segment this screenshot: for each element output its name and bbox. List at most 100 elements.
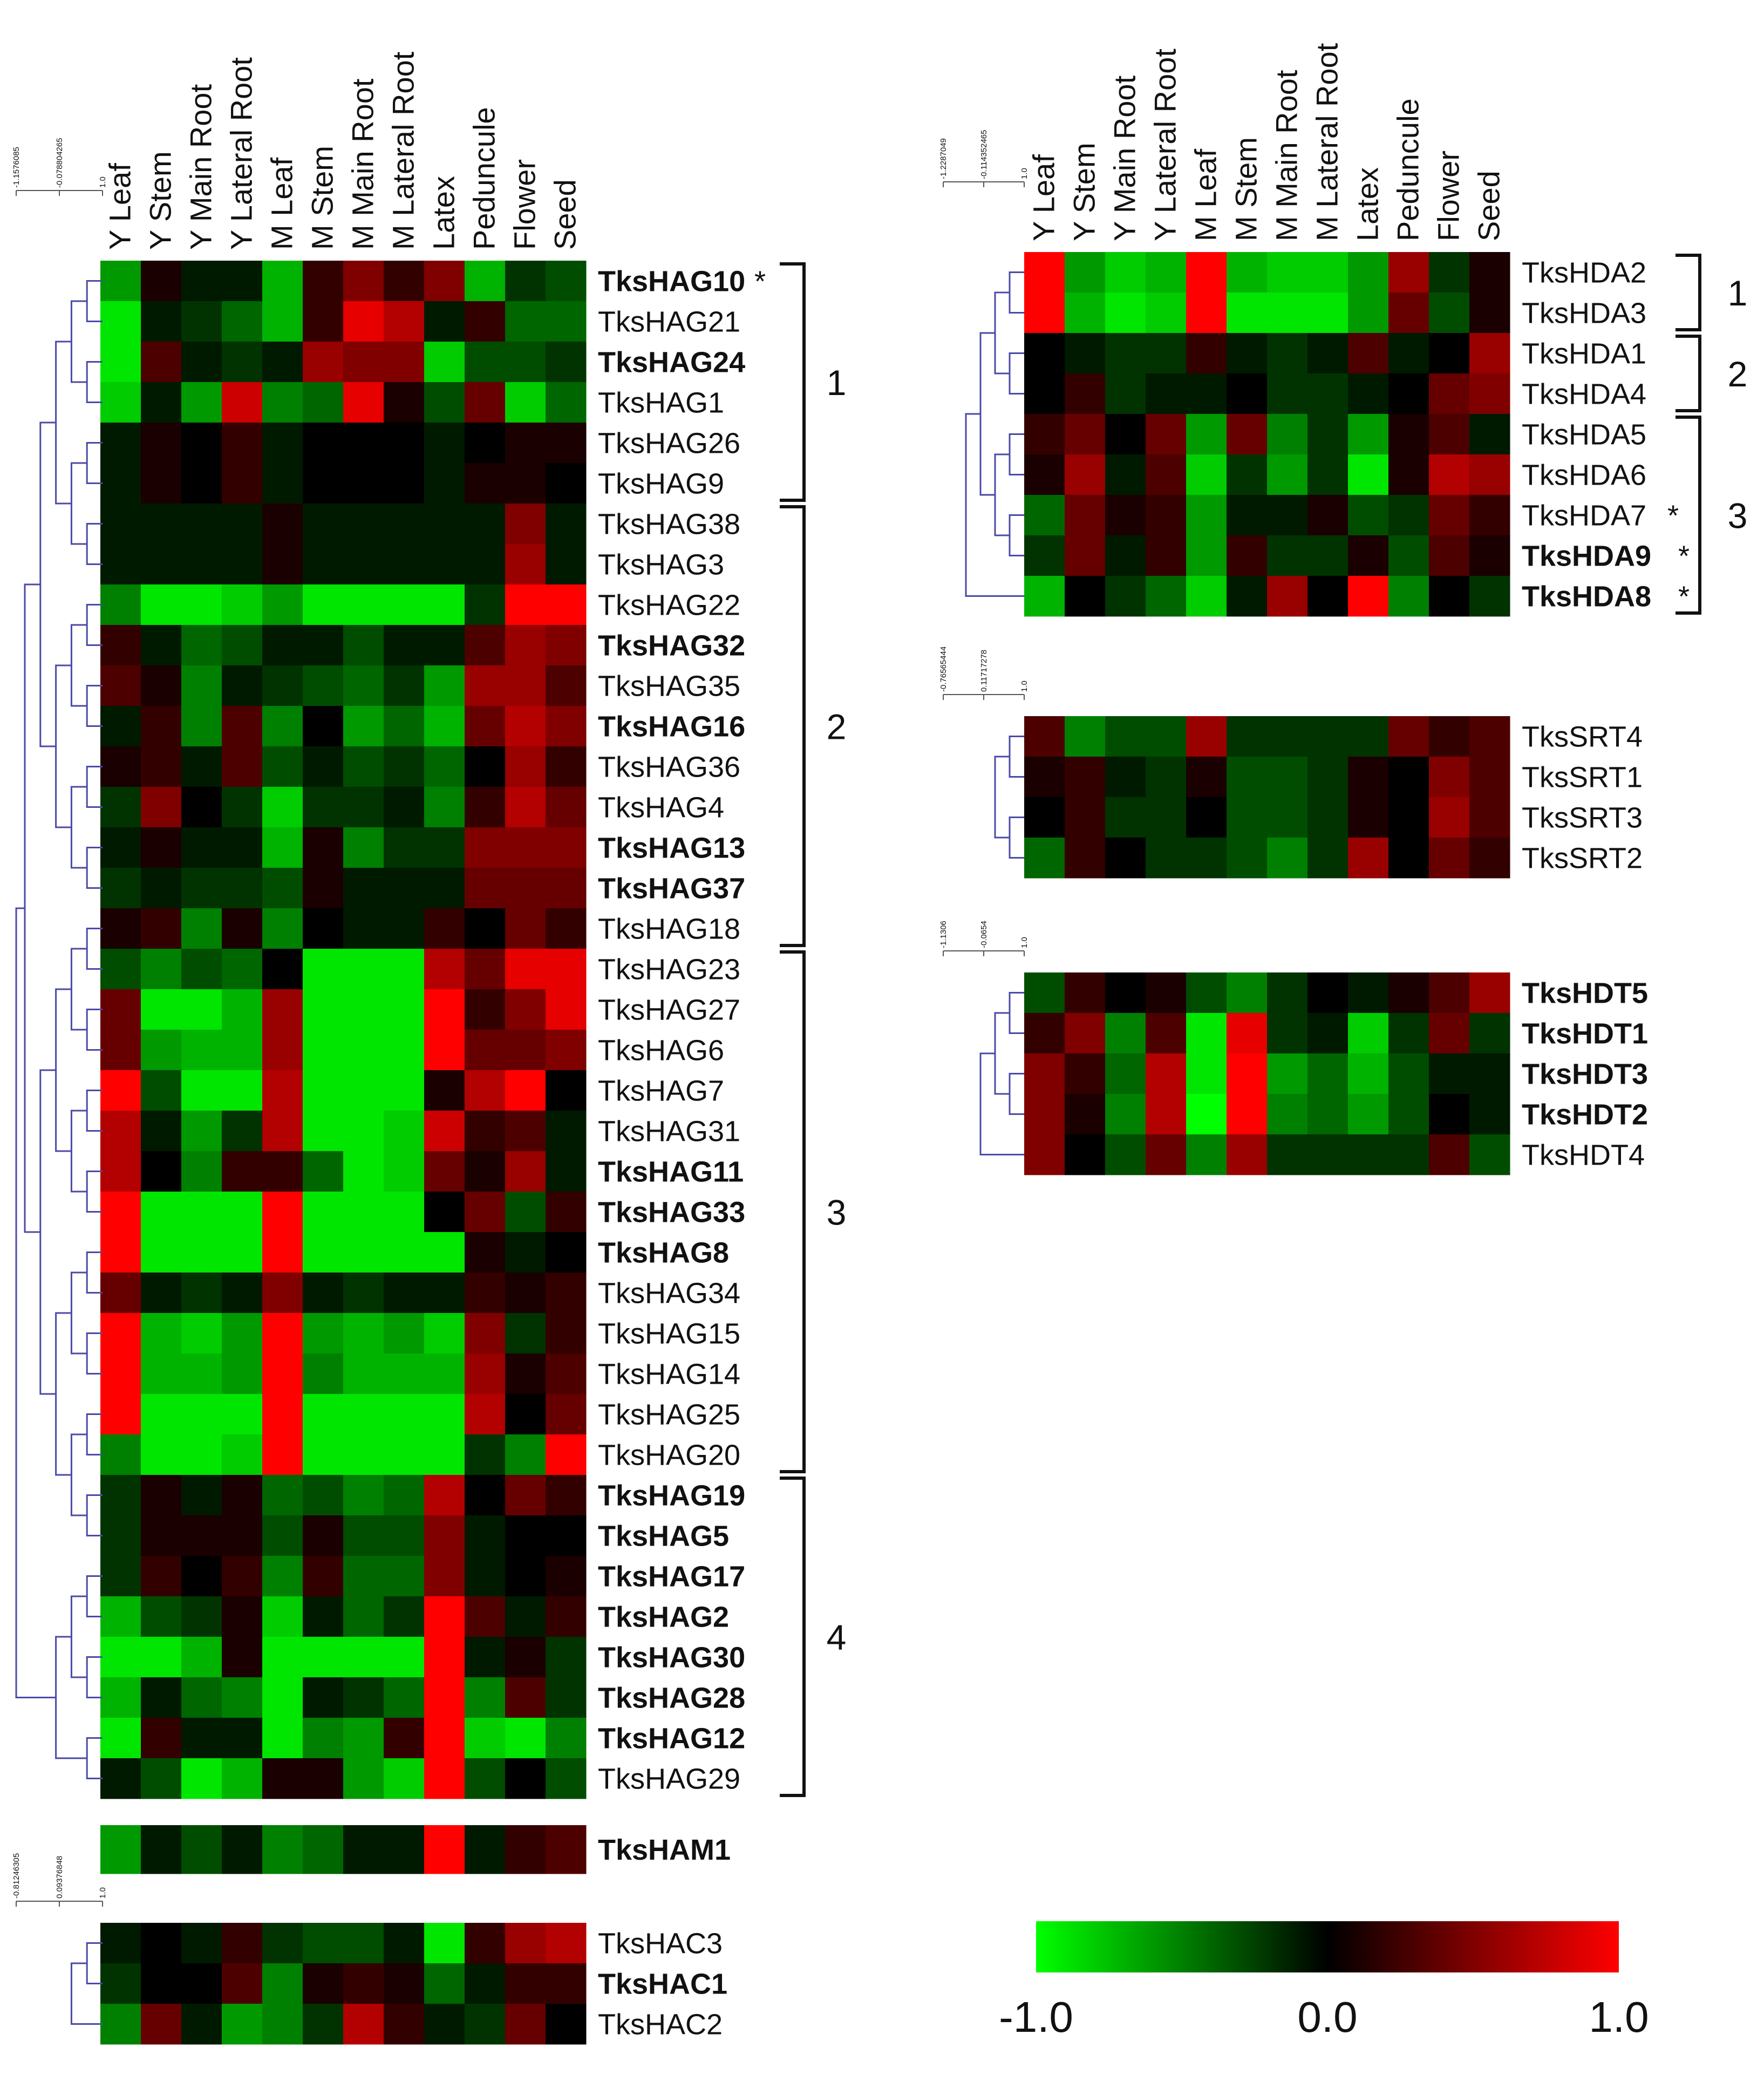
heatmap-cell — [1267, 1134, 1308, 1175]
heatmap-cell — [303, 1070, 344, 1111]
heatmap-cell — [1105, 373, 1146, 414]
heatmap-cell — [384, 382, 425, 423]
row-label: TksHAG7 — [598, 1075, 724, 1107]
heatmap-cell — [505, 1475, 546, 1516]
significance-marker: * — [1678, 581, 1690, 613]
heatmap-cell — [303, 1515, 344, 1556]
heatmap-cell — [1024, 576, 1065, 617]
heatmap-cell — [1429, 1053, 1470, 1094]
heatmap-cell — [1388, 373, 1429, 414]
heatmap-cell — [1267, 535, 1308, 576]
heatmap-cell — [1429, 535, 1470, 576]
heatmap-cell — [1065, 292, 1106, 334]
heatmap-cell — [505, 746, 546, 787]
column-label: Flower — [508, 159, 542, 250]
scale-tick-label: -1.2287049 — [939, 138, 948, 179]
heatmap-cell — [303, 504, 344, 545]
heatmap-cell — [262, 1192, 303, 1233]
heatmap-cell — [424, 827, 465, 868]
heatmap-cell — [222, 1677, 263, 1718]
heatmap-cell — [1348, 292, 1389, 334]
heatmap-cell — [343, 1273, 384, 1314]
group-number: 1 — [1728, 273, 1748, 313]
heatmap-cell — [1267, 1094, 1308, 1135]
row-label: TksHAG35 — [598, 670, 740, 703]
scale-tick-label: 1.0 — [98, 176, 107, 188]
heatmap-cell — [505, 1434, 546, 1475]
heatmap-cell — [465, 1434, 506, 1475]
heatmap-cell — [343, 2004, 384, 2045]
heatmap-cell — [343, 1232, 384, 1273]
heatmap-cell — [1227, 414, 1268, 455]
heatmap-cell — [424, 1434, 465, 1475]
heatmap-cell — [465, 827, 506, 868]
heatmap-cell — [262, 301, 303, 342]
heatmap-cell — [343, 1596, 384, 1637]
group-bracket — [1676, 254, 1701, 331]
heatmap-cell — [1227, 757, 1268, 798]
heatmap-cell — [546, 504, 587, 545]
scale-tick-label: 0.09376848 — [55, 1856, 64, 1899]
heatmap-cell — [546, 1637, 587, 1678]
heatmap-cell — [1429, 454, 1470, 495]
column-label: Seed — [1472, 171, 1506, 241]
heatmap-cell — [1065, 838, 1106, 879]
heatmap-cell — [505, 301, 546, 342]
row-label: TksHAG28 — [598, 1682, 745, 1715]
heatmap-cell — [1348, 838, 1389, 879]
heatmap-cell — [505, 584, 546, 625]
heatmap-cell — [1429, 1013, 1470, 1054]
heatmap-cell — [100, 1353, 141, 1394]
heatmap-cell — [1388, 333, 1429, 374]
heatmap-cell — [505, 261, 546, 302]
heatmap-cell — [1146, 838, 1187, 879]
row-label: TksHAG18 — [598, 913, 740, 945]
heatmap-cell — [384, 544, 425, 585]
heatmap-cell — [384, 1718, 425, 1759]
heatmap-cell — [262, 908, 303, 949]
heatmap-cell — [1429, 576, 1470, 617]
heatmap-cell — [141, 382, 182, 423]
heatmap-cell — [100, 989, 141, 1030]
row-label: TksHAG31 — [598, 1115, 740, 1148]
heatmap-cell — [262, 787, 303, 828]
heatmap-cell — [262, 1475, 303, 1516]
heatmap-cell — [141, 787, 182, 828]
heatmap-cell — [1186, 576, 1227, 617]
row-label: TksHAG4 — [598, 792, 724, 824]
heatmap-cell — [424, 1070, 465, 1111]
heatmap-cell — [465, 1273, 506, 1314]
heatmap-cell — [505, 949, 546, 990]
heatmap-cell — [141, 342, 182, 383]
heatmap-cell — [505, 1394, 546, 1435]
heatmap-cell — [303, 1353, 344, 1394]
heatmap-cell — [100, 342, 141, 383]
scale-tick-label: -1.1306 — [939, 921, 948, 948]
heatmap-cell — [222, 1192, 263, 1233]
heatmap-cell — [181, 1515, 222, 1556]
dendrogram-branch — [979, 1052, 1024, 1155]
heatmap-cell — [546, 1596, 587, 1637]
heatmap-cell — [465, 1313, 506, 1354]
heatmap-cell — [222, 1718, 263, 1759]
heatmap-cell — [100, 1515, 141, 1556]
heatmap-cell — [384, 584, 425, 625]
heatmap-cell — [1267, 797, 1308, 838]
heatmap-cell — [343, 584, 384, 625]
heatmap-cell — [100, 1637, 141, 1678]
heatmap-cell — [222, 544, 263, 585]
heatmap-cell — [465, 1232, 506, 1273]
heatmap-cell — [1065, 1053, 1106, 1094]
heatmap-cell — [1146, 535, 1187, 576]
heatmap-cell — [262, 746, 303, 787]
heatmap-cell — [303, 1758, 344, 1799]
heatmap-cell — [505, 1353, 546, 1394]
heatmap-cell — [505, 382, 546, 423]
heatmap-cell — [1227, 972, 1268, 1013]
colorbar-tick-label: 0.0 — [1297, 1993, 1357, 2041]
row-label: TksHAG32 — [598, 630, 745, 662]
heatmap-cell — [181, 382, 222, 423]
heatmap-cell — [424, 1637, 465, 1678]
heatmap-cell — [1348, 373, 1389, 414]
heatmap-cell — [1105, 535, 1146, 576]
